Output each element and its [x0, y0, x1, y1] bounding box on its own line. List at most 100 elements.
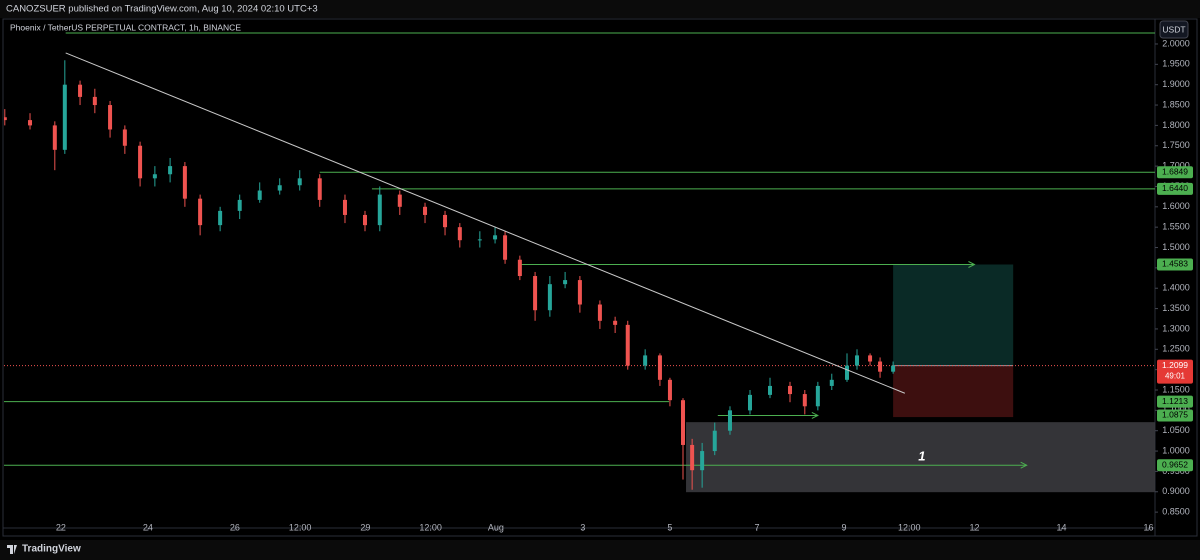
y-tick-label: 0.8500	[1162, 506, 1190, 516]
chart-frame	[2, 18, 1198, 537]
currency-label[interactable]: USDT	[1162, 24, 1185, 34]
y-tick-label: 1.9500	[1162, 59, 1190, 69]
level-price-label: 1.0875	[1162, 410, 1188, 420]
candle-body	[138, 145, 143, 179]
y-tick-label: 1.9000	[1162, 79, 1190, 89]
candle-body	[168, 166, 173, 175]
x-tick-label: 12:00	[898, 522, 921, 532]
candle-body	[92, 96, 97, 106]
candle-body	[563, 280, 568, 285]
brand-logo	[7, 545, 17, 554]
candle-body	[503, 235, 508, 260]
x-tick-label: 7	[754, 522, 759, 532]
x-tick-label: 24	[143, 522, 153, 532]
x-tick-label: 12:00	[419, 522, 442, 532]
candle-body	[855, 355, 860, 366]
candle-body	[680, 400, 685, 445]
y-tick-label: 1.0000	[1162, 445, 1190, 455]
x-tick-label: 14	[1056, 522, 1066, 532]
candle-body	[768, 385, 772, 395]
candle-body	[788, 385, 793, 395]
level-price-label: 1.4583	[1162, 259, 1188, 269]
candle-body	[218, 210, 223, 226]
candle-body	[108, 105, 113, 130]
last-price-box	[1157, 359, 1193, 384]
brand: TradingView	[22, 544, 81, 555]
candle-body	[362, 214, 367, 226]
y-tick-label: 1.6000	[1162, 201, 1190, 211]
candle-body	[690, 444, 695, 471]
y-tick-label: 1.2500	[1162, 344, 1190, 354]
currency-button[interactable]	[1159, 20, 1189, 39]
plot-area: 1	[4, 32, 1155, 493]
footer-bar	[0, 540, 1200, 560]
x-tick-label: 5	[667, 522, 672, 532]
candle-body	[377, 194, 382, 226]
candle-body	[667, 379, 672, 401]
candle-body	[878, 361, 883, 372]
candle-body	[423, 206, 428, 215]
candle-body	[700, 451, 705, 471]
level-arrow	[968, 261, 976, 268]
candle-body	[747, 394, 752, 411]
candle-body	[517, 259, 522, 277]
x-tick-label: Aug	[488, 522, 504, 532]
level-price-box	[1157, 459, 1193, 472]
candle-body	[845, 365, 849, 380]
x-tick-label: 9	[841, 522, 846, 532]
candle-body	[643, 355, 648, 366]
level-price-box	[1157, 395, 1193, 408]
candle-body	[443, 214, 448, 228]
candle-body	[342, 199, 347, 215]
candle-body	[577, 280, 582, 305]
y-tick-label: 0.9000	[1162, 486, 1190, 496]
level-price-box	[1157, 409, 1193, 422]
candle-body	[657, 355, 662, 380]
candle-body	[457, 227, 462, 241]
x-tick-label: 26	[230, 522, 240, 532]
candle-body	[597, 304, 602, 321]
candle-body	[317, 178, 322, 200]
candle-body	[78, 84, 83, 97]
y-tick-label: 1.4000	[1162, 283, 1190, 293]
candle-body	[257, 190, 262, 200]
x-tick-label: 12	[969, 522, 979, 532]
candle-body	[297, 178, 302, 186]
target-area	[893, 264, 1014, 366]
publisher: CANOZSUER published on TradingView.com, …	[6, 4, 318, 15]
y-tick-label: 1.1500	[1162, 384, 1190, 394]
candle-body	[397, 194, 402, 207]
y-tick-label: 1.8000	[1162, 120, 1190, 130]
candle-body	[533, 276, 538, 311]
y-tick-label: 1.3500	[1162, 303, 1190, 313]
candle-body	[198, 198, 203, 226]
candle-body	[868, 355, 873, 362]
level-price-label: 1.1213	[1162, 396, 1188, 406]
level-price-label: 0.9652	[1162, 459, 1188, 469]
header-bar	[0, 0, 1200, 18]
y-tick-label: 2.0000	[1162, 38, 1190, 48]
y-tick-label: 1.7500	[1162, 140, 1190, 150]
x-tick-label: 29	[360, 522, 370, 532]
y-tick-label: 1.5000	[1162, 242, 1190, 252]
candle-body	[613, 320, 618, 325]
candle-body	[727, 410, 732, 431]
candle-body	[152, 174, 157, 179]
zone	[686, 422, 1155, 493]
candle-body	[277, 185, 282, 191]
candle-body	[122, 129, 127, 146]
level-price-label: 1.6849	[1162, 167, 1188, 177]
level-price-box	[1157, 258, 1193, 271]
y-tick-label: 1.8500	[1162, 99, 1190, 109]
candle-body	[62, 84, 67, 150]
candle-body	[802, 394, 807, 407]
candle-body	[28, 120, 33, 126]
stop-area	[893, 365, 1014, 418]
trendline	[65, 52, 906, 394]
level-arrow	[1020, 461, 1028, 469]
last-price-label: 1.2099	[1162, 360, 1188, 370]
candle-body	[712, 430, 717, 452]
y-tick-label: 1.5500	[1162, 222, 1190, 232]
y-tick-label: 1.3000	[1162, 323, 1190, 333]
